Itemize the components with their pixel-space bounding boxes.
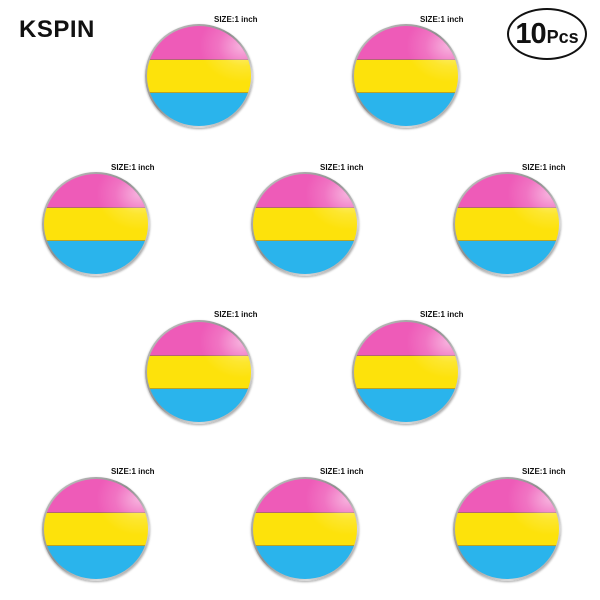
size-label: SIZE:1 inch [522, 163, 566, 172]
pansexual-flag-face [455, 174, 559, 274]
flag-stripe-pink [253, 479, 357, 513]
piece-count-badge: 10 Pcs [507, 8, 587, 60]
flag-stripe-yellow [455, 512, 559, 546]
flag-stripe-blue [354, 389, 458, 422]
flag-stripe-blue [147, 389, 251, 422]
flag-stripe-yellow [44, 512, 148, 546]
flag-stripe-blue [147, 93, 251, 126]
pin-badge [251, 172, 359, 276]
size-label: SIZE:1 inch [111, 467, 155, 476]
pansexual-flag-face [253, 174, 357, 274]
size-label: SIZE:1 inch [320, 467, 364, 476]
flag-stripe-blue [354, 93, 458, 126]
pin-badge [145, 320, 253, 424]
pansexual-flag-face [354, 322, 458, 422]
flag-stripe-yellow [253, 207, 357, 241]
pin-badge [251, 477, 359, 581]
pin-badge [42, 477, 150, 581]
pin-badge [352, 320, 460, 424]
flag-stripe-pink [354, 26, 458, 60]
flag-stripe-pink [147, 322, 251, 356]
flag-stripe-pink [44, 479, 148, 513]
flag-stripe-pink [455, 174, 559, 208]
pansexual-flag-face [44, 479, 148, 579]
flag-stripe-pink [44, 174, 148, 208]
size-label: SIZE:1 inch [522, 467, 566, 476]
size-label: SIZE:1 inch [420, 15, 464, 24]
flag-stripe-blue [455, 241, 559, 274]
pansexual-flag-face [455, 479, 559, 579]
flag-stripe-blue [44, 546, 148, 579]
flag-stripe-blue [253, 546, 357, 579]
size-label: SIZE:1 inch [111, 163, 155, 172]
flag-stripe-pink [147, 26, 251, 60]
pin-badge [352, 24, 460, 128]
size-label: SIZE:1 inch [320, 163, 364, 172]
pansexual-flag-face [354, 26, 458, 126]
pin-badge [42, 172, 150, 276]
piece-count-number: 10 [515, 17, 546, 50]
pansexual-flag-face [147, 26, 251, 126]
pin-badge [145, 24, 253, 128]
brand-logo-text: KSPIN [19, 16, 95, 43]
flag-stripe-pink [455, 479, 559, 513]
flag-stripe-yellow [253, 512, 357, 546]
flag-stripe-blue [455, 546, 559, 579]
flag-stripe-pink [253, 174, 357, 208]
piece-count-unit: Pcs [546, 26, 579, 47]
flag-stripe-yellow [44, 207, 148, 241]
flag-stripe-pink [354, 322, 458, 356]
flag-stripe-yellow [455, 207, 559, 241]
size-label: SIZE:1 inch [214, 310, 258, 319]
flag-stripe-yellow [354, 355, 458, 389]
flag-stripe-yellow [147, 59, 251, 93]
flag-stripe-blue [253, 241, 357, 274]
pansexual-flag-face [147, 322, 251, 422]
pansexual-flag-face [44, 174, 148, 274]
pansexual-flag-face [253, 479, 357, 579]
size-label: SIZE:1 inch [420, 310, 464, 319]
pin-badge [453, 477, 561, 581]
size-label: SIZE:1 inch [214, 15, 258, 24]
flag-stripe-yellow [354, 59, 458, 93]
pin-badge [453, 172, 561, 276]
flag-stripe-yellow [147, 355, 251, 389]
flag-stripe-blue [44, 241, 148, 274]
